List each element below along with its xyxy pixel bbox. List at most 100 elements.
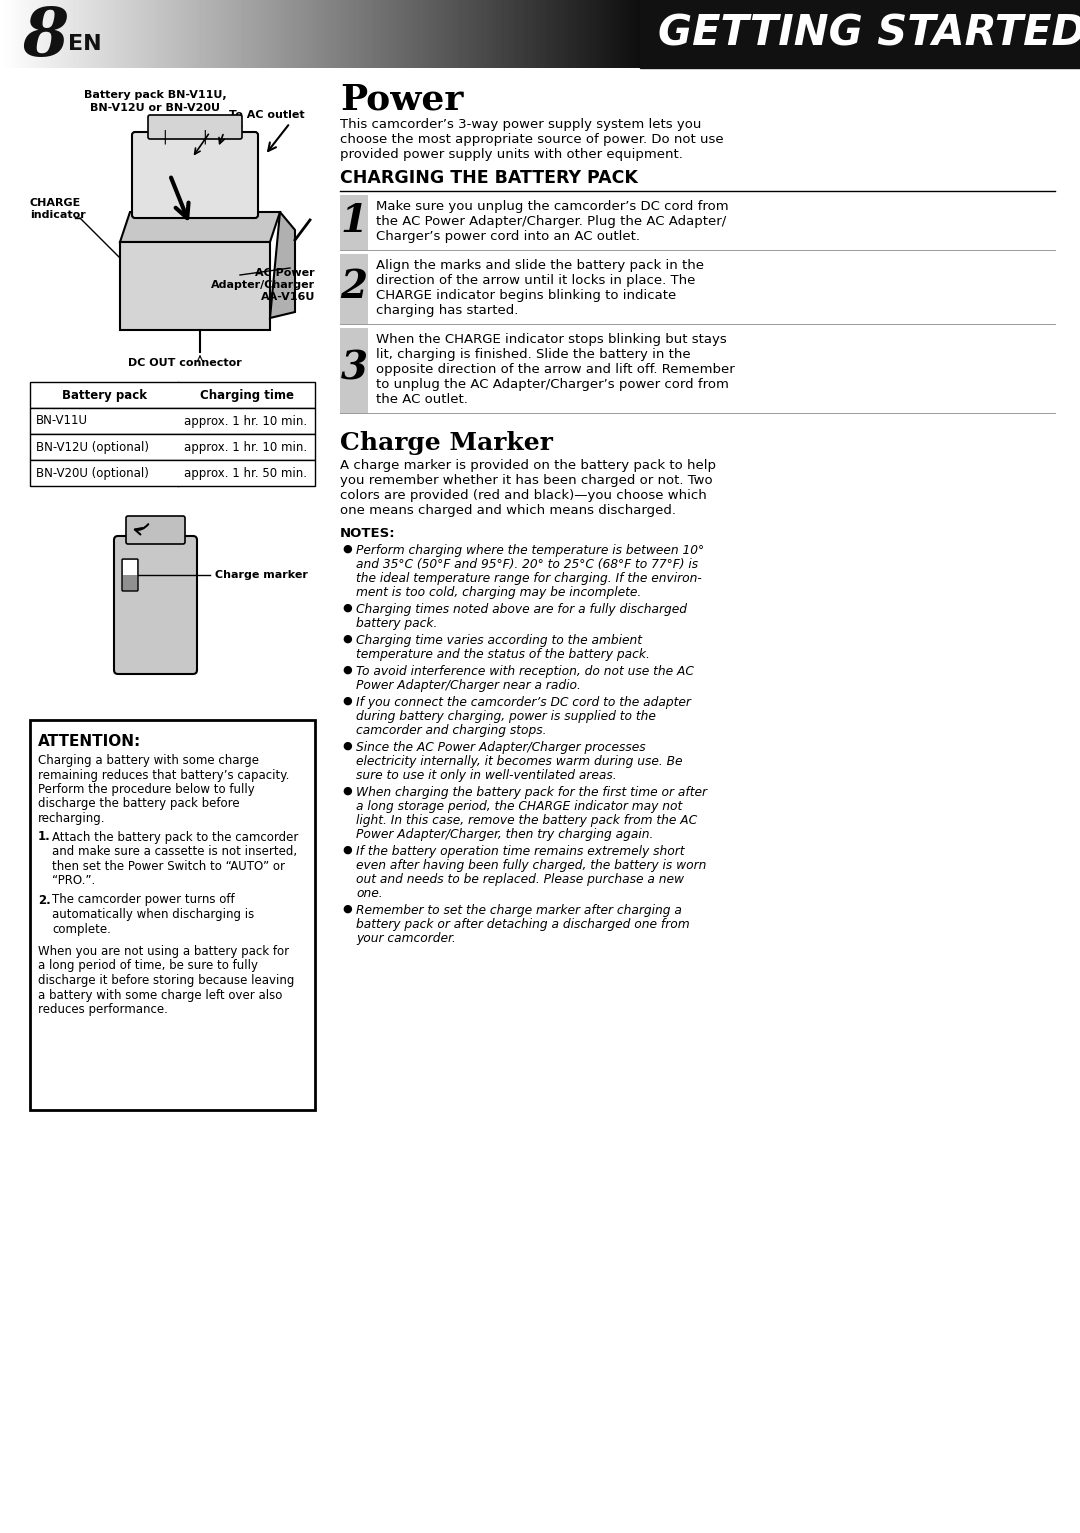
Text: Perform charging where the temperature is between 10°: Perform charging where the temperature i…: [356, 544, 704, 556]
Text: Perform the procedure below to fully: Perform the procedure below to fully: [38, 783, 255, 796]
Text: CHARGE: CHARGE: [30, 198, 81, 208]
Text: ●: ●: [342, 665, 352, 675]
Bar: [30, 721, 315, 1110]
Text: one means charged and which means discharged.: one means charged and which means discha…: [340, 504, 676, 517]
Text: the ideal temperature range for charging. If the environ-: the ideal temperature range for charging…: [356, 572, 702, 586]
Text: The camcorder power turns off: The camcorder power turns off: [52, 894, 234, 906]
Text: direction of the arrow until it locks in place. The: direction of the arrow until it locks in…: [376, 274, 696, 287]
Text: colors are provided (red and black)—you choose which: colors are provided (red and black)—you …: [340, 489, 706, 501]
FancyBboxPatch shape: [126, 517, 185, 544]
Text: battery pack.: battery pack.: [356, 616, 437, 630]
Text: BN-V20U (optional): BN-V20U (optional): [36, 466, 149, 480]
Text: When charging the battery pack for the first time or after: When charging the battery pack for the f…: [356, 786, 707, 799]
Text: Charging times noted above are for a fully discharged: Charging times noted above are for a ful…: [356, 602, 687, 616]
Text: recharging.: recharging.: [38, 812, 106, 825]
Text: Attach the battery pack to the camcorder: Attach the battery pack to the camcorder: [52, 831, 298, 843]
FancyBboxPatch shape: [114, 537, 197, 675]
Text: approx. 1 hr. 10 min.: approx. 1 hr. 10 min.: [184, 414, 307, 428]
Text: opposite direction of the arrow and lift off. Remember: opposite direction of the arrow and lift…: [376, 363, 734, 376]
Text: ●: ●: [342, 696, 352, 707]
Text: Charger’s power cord into an AC outlet.: Charger’s power cord into an AC outlet.: [376, 230, 640, 244]
Text: approx. 1 hr. 10 min.: approx. 1 hr. 10 min.: [184, 440, 307, 454]
Text: the AC outlet.: the AC outlet.: [376, 392, 468, 406]
Text: to unplug the AC Adapter/Charger’s power cord from: to unplug the AC Adapter/Charger’s power…: [376, 379, 729, 391]
Bar: [30, 382, 315, 408]
Text: DC OUT connector: DC OUT connector: [129, 359, 242, 368]
Text: Charging time varies according to the ambient: Charging time varies according to the am…: [356, 635, 642, 647]
Text: GETTING STARTED: GETTING STARTED: [658, 12, 1080, 55]
Text: ●: ●: [342, 602, 352, 613]
Text: ●: ●: [342, 635, 352, 644]
Text: Power: Power: [340, 81, 463, 117]
Text: lit, charging is finished. Slide the battery in the: lit, charging is finished. Slide the bat…: [376, 348, 690, 360]
Text: CHARGING THE BATTERY PACK: CHARGING THE BATTERY PACK: [340, 169, 638, 187]
Text: discharge the battery pack before: discharge the battery pack before: [38, 797, 240, 811]
Text: a battery with some charge left over also: a battery with some charge left over als…: [38, 989, 282, 1001]
Text: indicator: indicator: [30, 210, 85, 221]
FancyBboxPatch shape: [148, 115, 242, 140]
Text: ●: ●: [342, 845, 352, 855]
Text: and make sure a cassette is not inserted,: and make sure a cassette is not inserted…: [52, 845, 297, 858]
Text: BN-V12U or BN-V20U: BN-V12U or BN-V20U: [90, 103, 220, 113]
Bar: [30, 408, 315, 434]
Text: a long storage period, the CHARGE indicator may not: a long storage period, the CHARGE indica…: [356, 800, 683, 812]
Text: electricity internally, it becomes warm during use. Be: electricity internally, it becomes warm …: [356, 754, 683, 768]
Text: BN-V12U (optional): BN-V12U (optional): [36, 440, 149, 454]
Text: When the CHARGE indicator stops blinking but stays: When the CHARGE indicator stops blinking…: [376, 333, 727, 346]
Text: Align the marks and slide the battery pack in the: Align the marks and slide the battery pa…: [376, 259, 704, 271]
Text: ●: ●: [342, 786, 352, 796]
Text: 2.: 2.: [38, 894, 51, 906]
Text: ●: ●: [342, 904, 352, 914]
Text: out and needs to be replaced. Please purchase a new: out and needs to be replaced. Please pur…: [356, 872, 684, 886]
Text: Charge marker: Charge marker: [215, 570, 308, 579]
Text: temperature and the status of the battery pack.: temperature and the status of the batter…: [356, 648, 650, 661]
Text: 2: 2: [340, 268, 367, 307]
Text: the AC Power Adapter/Charger. Plug the AC Adapter/: the AC Power Adapter/Charger. Plug the A…: [376, 215, 726, 228]
Text: reduces performance.: reduces performance.: [38, 1003, 167, 1016]
Bar: [640, 0, 1080, 67]
Text: AC Power: AC Power: [255, 268, 315, 277]
Text: If you connect the camcorder’s DC cord to the adapter: If you connect the camcorder’s DC cord t…: [356, 696, 691, 708]
Text: 1: 1: [340, 201, 367, 239]
Text: Make sure you unplug the camcorder’s DC cord from: Make sure you unplug the camcorder’s DC …: [376, 199, 729, 213]
Text: |: |: [203, 130, 207, 144]
Text: you remember whether it has been charged or not. Two: you remember whether it has been charged…: [340, 474, 713, 487]
FancyBboxPatch shape: [122, 560, 138, 592]
Text: Charge Marker: Charge Marker: [340, 431, 553, 455]
Text: 3: 3: [340, 350, 367, 388]
Text: When you are not using a battery pack for: When you are not using a battery pack fo…: [38, 944, 289, 958]
Text: ●: ●: [342, 544, 352, 553]
Text: Power Adapter/Charger near a radio.: Power Adapter/Charger near a radio.: [356, 679, 581, 691]
Text: choose the most appropriate source of power. Do not use: choose the most appropriate source of po…: [340, 133, 724, 146]
Text: Power Adapter/Charger, then try charging again.: Power Adapter/Charger, then try charging…: [356, 828, 653, 842]
FancyBboxPatch shape: [132, 132, 258, 218]
Text: discharge it before storing because leaving: discharge it before storing because leav…: [38, 973, 295, 987]
Text: If the battery operation time remains extremely short: If the battery operation time remains ex…: [356, 845, 685, 858]
Text: |: |: [163, 130, 167, 144]
Text: your camcorder.: your camcorder.: [356, 932, 456, 944]
Polygon shape: [120, 212, 280, 242]
Bar: [340, 195, 368, 250]
Text: BN-V11U: BN-V11U: [36, 414, 87, 428]
Bar: [340, 254, 368, 323]
Bar: [30, 460, 315, 486]
Bar: [340, 328, 368, 412]
Text: Since the AC Power Adapter/Charger processes: Since the AC Power Adapter/Charger proce…: [356, 740, 646, 754]
Text: Marks: Marks: [205, 120, 243, 130]
Bar: [123, 560, 137, 575]
Text: This camcorder’s 3-way power supply system lets you: This camcorder’s 3-way power supply syst…: [340, 118, 701, 130]
Text: 8: 8: [22, 5, 68, 71]
Text: light. In this case, remove the battery pack from the AC: light. In this case, remove the battery …: [356, 814, 697, 826]
Text: EN: EN: [68, 34, 102, 54]
Text: ATTENTION:: ATTENTION:: [38, 734, 141, 750]
Text: camcorder and charging stops.: camcorder and charging stops.: [356, 724, 546, 737]
Text: battery pack or after detaching a discharged one from: battery pack or after detaching a discha…: [356, 918, 690, 931]
Text: Remember to set the charge marker after charging a: Remember to set the charge marker after …: [356, 904, 681, 917]
Text: Adapter/Charger: Adapter/Charger: [211, 281, 315, 290]
Text: 1.: 1.: [38, 831, 51, 843]
Text: To AC outlet: To AC outlet: [229, 110, 305, 120]
Text: automatically when discharging is: automatically when discharging is: [52, 908, 254, 921]
Text: NOTES:: NOTES:: [340, 527, 395, 540]
Text: a long period of time, be sure to fully: a long period of time, be sure to fully: [38, 960, 258, 972]
Bar: [120, 242, 270, 330]
